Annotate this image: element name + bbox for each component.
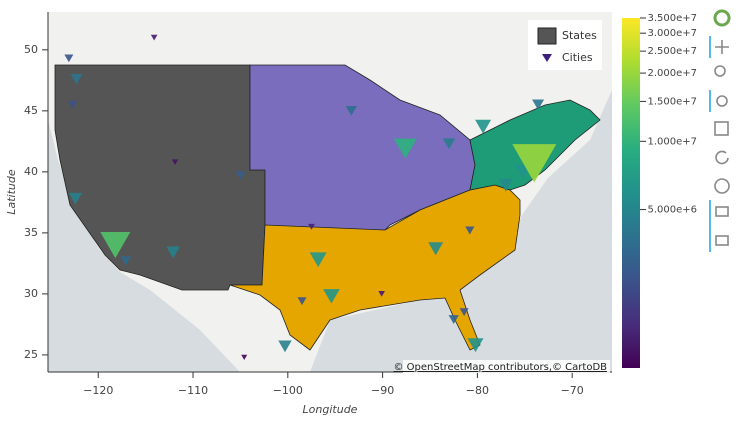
city-marker [498, 178, 514, 192]
city-marker [467, 338, 484, 353]
city-marker [428, 242, 444, 256]
city-marker [393, 138, 417, 159]
city-marker [378, 291, 385, 297]
colorbar-tick-label: 2.500e+7 [647, 46, 697, 57]
basemap [48, 12, 612, 372]
colorbar-tick-label: 1.000e+7 [647, 136, 697, 147]
city-marker [448, 315, 459, 324]
colorbar-tick-label: 3.000e+7 [647, 28, 697, 39]
colorbar-tick-label: 5.000e+6 [647, 205, 697, 216]
reset-tool[interactable] [715, 150, 729, 165]
city-marker [475, 119, 492, 134]
city-marker [459, 308, 469, 317]
legend-label: Cities [562, 51, 593, 64]
city-marker [68, 192, 83, 205]
y-tick-label: 25 [24, 348, 38, 361]
axes: −120 −110 −100 −90 −80 −70 25 30 35 40 45 50 [24, 43, 584, 397]
x-tick-label: −80 [466, 384, 489, 397]
box-zoom-tool[interactable] [714, 65, 726, 77]
city-marker [64, 54, 74, 63]
city-marker [150, 34, 158, 41]
colorbar-tick-label: 2.000e+7 [647, 68, 697, 79]
colorbar-tick-label: 1.500e+7 [647, 96, 697, 107]
x-tick-label: −90 [371, 384, 394, 397]
y-tick-label: 35 [24, 226, 38, 239]
y-axis-label: Latitude [5, 169, 18, 215]
city-marker [442, 138, 456, 150]
logo[interactable] [713, 9, 731, 27]
city-layer [64, 34, 557, 360]
city-marker [171, 159, 179, 165]
city-marker [465, 226, 475, 235]
city-marker [278, 340, 292, 353]
city-marker [120, 256, 132, 266]
colorbar-axis: 3.500e+7 3.000e+7 2.500e+7 2.000e+7 1.500e+7… [640, 13, 697, 216]
x-axis-label: Longitude [303, 403, 358, 416]
city-marker [512, 144, 557, 183]
help-tool[interactable] [714, 178, 730, 194]
hover-tool[interactable] [715, 235, 729, 246]
y-tick-label: 40 [24, 165, 38, 178]
city-marker [323, 289, 340, 304]
x-tick-label: −100 [273, 384, 303, 397]
legend-label: States [562, 29, 597, 42]
city-marker [309, 252, 327, 268]
city-marker [68, 100, 78, 109]
city-marker [166, 246, 180, 259]
city-marker [70, 73, 83, 85]
wheel-zoom-tool[interactable] [716, 95, 728, 107]
city-marker [345, 105, 357, 116]
y-tick-label: 45 [24, 104, 38, 117]
colorbar [622, 18, 640, 368]
city-marker [297, 297, 307, 306]
hover-tool[interactable] [715, 206, 729, 217]
colorbar-tick-label: 3.500e+7 [647, 13, 697, 24]
x-tick-label: −120 [83, 384, 113, 397]
x-tick-label: −110 [178, 384, 208, 397]
city-marker [532, 99, 545, 110]
city-marker [100, 232, 131, 259]
city-marker [235, 171, 246, 180]
y-tick-label: 50 [24, 43, 38, 56]
attribution-bg [403, 360, 610, 373]
pan-tool[interactable] [715, 40, 729, 54]
city-marker [241, 354, 248, 360]
city-marker [308, 223, 315, 230]
legend-swatch [537, 27, 557, 45]
save-tool[interactable] [714, 121, 729, 136]
y-tick-label: 30 [24, 287, 38, 300]
x-tick-label: −70 [561, 384, 584, 397]
toolbar [709, 9, 731, 252]
attribution: © OpenStreetMap contributors,© CartoDB [393, 362, 607, 373]
legend-swatch [542, 54, 552, 62]
